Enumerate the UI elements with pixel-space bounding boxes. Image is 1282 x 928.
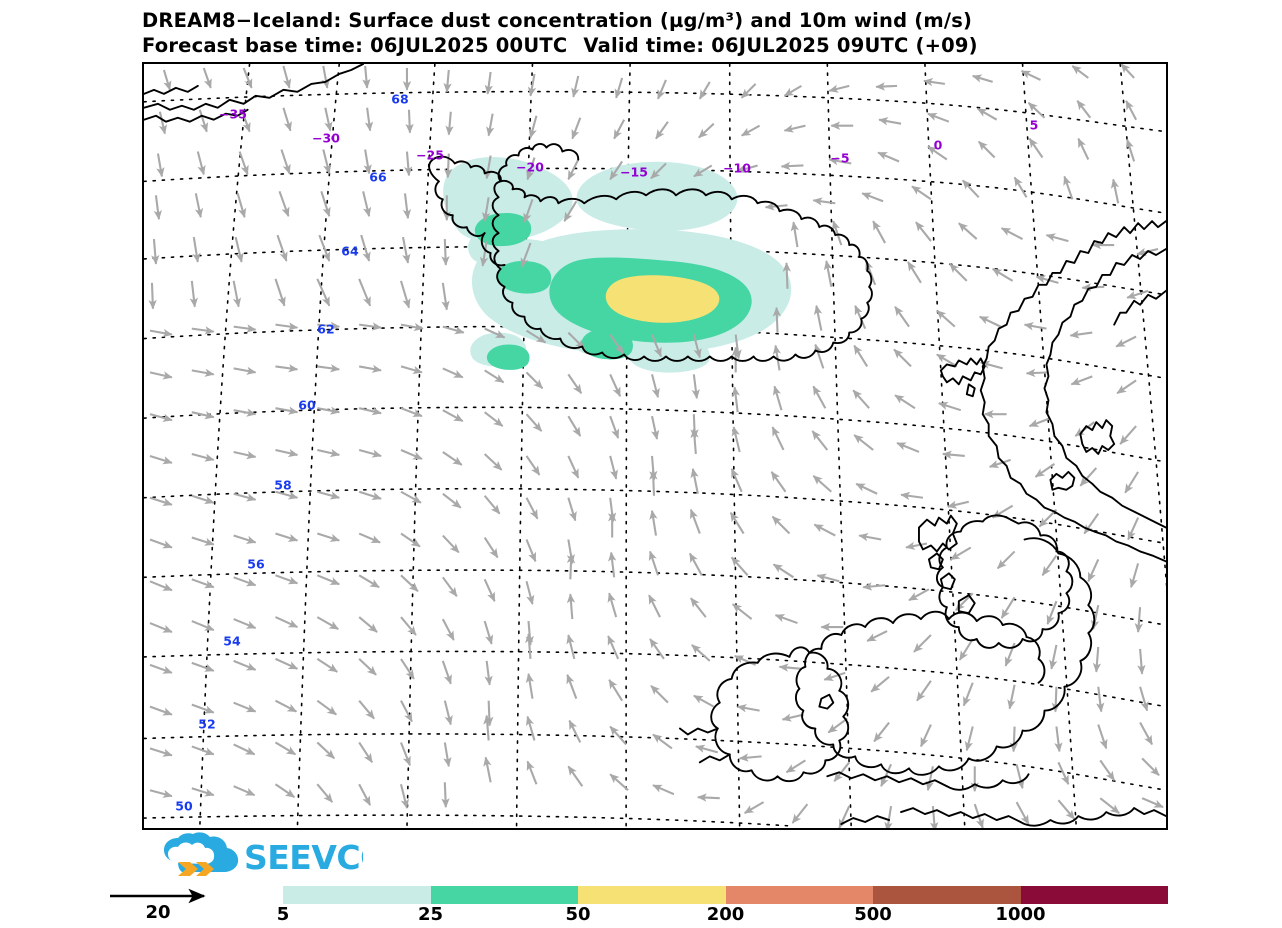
wind-ref-label: 20 [145,902,171,923]
colorbar-tick-labels: 5 25 50 200 500 1000 [277,904,1168,928]
coast-france [840,807,1166,827]
coast-great-britain [795,537,1096,791]
colorbar[interactable] [283,886,1168,904]
coast-scotland [918,514,1074,649]
logo-svg: SEEVCCC [164,832,363,877]
colorbar-segment [1020,886,1168,904]
coast-norway [979,220,1166,563]
coast-greenland [144,64,365,123]
colorbar-segment [578,886,726,904]
valid-time-text: Valid time: 06JUL2025 09UTC (+09) [583,34,978,57]
colorbar-segment [430,886,578,904]
map-canvas [144,64,1166,828]
coast-ireland [678,646,850,783]
wind-reference-vector: 20 [108,884,228,924]
coastlines [144,64,1166,827]
coast-isle-of-man [818,693,835,710]
chart-subtitle: Forecast base time: 06JUL2025 00UTC Valid… [142,33,1282,58]
colorbar-tick: 50 [565,904,591,925]
colorbar-segment [283,886,431,904]
seevccc-logo[interactable]: SEEVCCC [148,832,363,878]
wind-vector-field [148,64,1164,828]
coast-orkney [1049,470,1076,491]
page-title: DREAM8−Iceland: Surface dust concentrati… [142,9,973,32]
chart-title-block: DREAM8−Iceland: Surface dust concentrati… [142,8,1282,58]
coast-shetland [1079,419,1116,455]
colorbar-tick: 5 [276,904,290,925]
chevron-icon [178,862,214,876]
wind-ref-svg [110,888,206,904]
colorbar-tick: 1000 [995,904,1046,925]
colorbar-segment [725,886,873,904]
coast-faroe [939,357,986,398]
colorbar-segment [873,886,1021,904]
colorbar-tick: 500 [854,904,892,925]
logo-text: SEEVCCC [244,838,363,877]
coast-iceland [428,143,873,362]
colorbar-tick: 25 [417,904,444,925]
map-panel[interactable]: 68 66 64 62 60 58 56 54 52 50 −35 −30 −2… [142,62,1168,830]
base-time-text: Forecast base time: 06JUL2025 00UTC [142,34,568,57]
colorbar-tick: 200 [706,904,745,925]
